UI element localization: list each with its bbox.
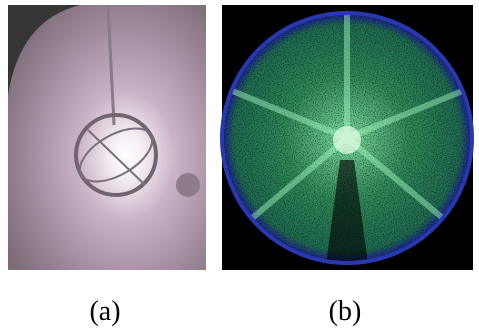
side-spot [176, 173, 200, 197]
figure: (a) (b) [0, 0, 479, 333]
panel-a-image [8, 5, 206, 270]
center-spot [333, 126, 361, 154]
panel-label: (a) [89, 296, 120, 327]
page: {"figure": {"panels": [{"label": "(a)"},… [0, 0, 479, 333]
panel-label: (b) [329, 296, 362, 327]
panel-b-image [221, 5, 473, 270]
